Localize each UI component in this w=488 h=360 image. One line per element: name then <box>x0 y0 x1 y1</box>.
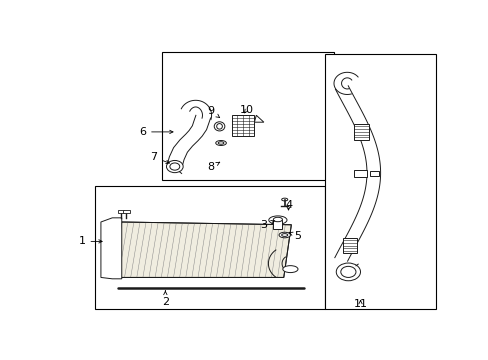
Ellipse shape <box>216 123 222 129</box>
Ellipse shape <box>215 140 226 145</box>
Bar <box>353 170 366 177</box>
Text: 6: 6 <box>139 127 173 137</box>
Circle shape <box>340 266 355 278</box>
Polygon shape <box>112 222 291 278</box>
Bar <box>161 51 333 180</box>
Bar <box>343 238 357 253</box>
Text: 9: 9 <box>207 106 219 118</box>
Text: 5: 5 <box>288 231 301 241</box>
Ellipse shape <box>279 232 290 238</box>
Bar <box>118 210 123 213</box>
Bar <box>95 186 324 309</box>
Ellipse shape <box>214 122 224 131</box>
Text: 7: 7 <box>150 152 169 163</box>
Circle shape <box>166 161 183 173</box>
Bar <box>353 123 368 140</box>
Ellipse shape <box>282 266 297 273</box>
Text: 4: 4 <box>285 201 291 210</box>
Text: 8: 8 <box>207 162 219 172</box>
Bar <box>273 220 282 229</box>
Bar <box>123 210 129 213</box>
Ellipse shape <box>281 234 287 237</box>
Text: 10: 10 <box>239 105 253 115</box>
Bar <box>369 171 379 176</box>
Text: 2: 2 <box>162 291 168 307</box>
Circle shape <box>169 163 180 170</box>
Text: 1: 1 <box>78 237 102 246</box>
Text: 11: 11 <box>353 299 367 309</box>
Ellipse shape <box>218 142 224 144</box>
Polygon shape <box>101 218 122 279</box>
Ellipse shape <box>268 216 286 224</box>
Bar <box>324 54 435 309</box>
Ellipse shape <box>273 217 282 222</box>
Polygon shape <box>254 115 264 122</box>
Bar <box>231 115 254 136</box>
Text: 3: 3 <box>260 220 274 230</box>
Ellipse shape <box>281 198 287 201</box>
Circle shape <box>336 263 360 281</box>
